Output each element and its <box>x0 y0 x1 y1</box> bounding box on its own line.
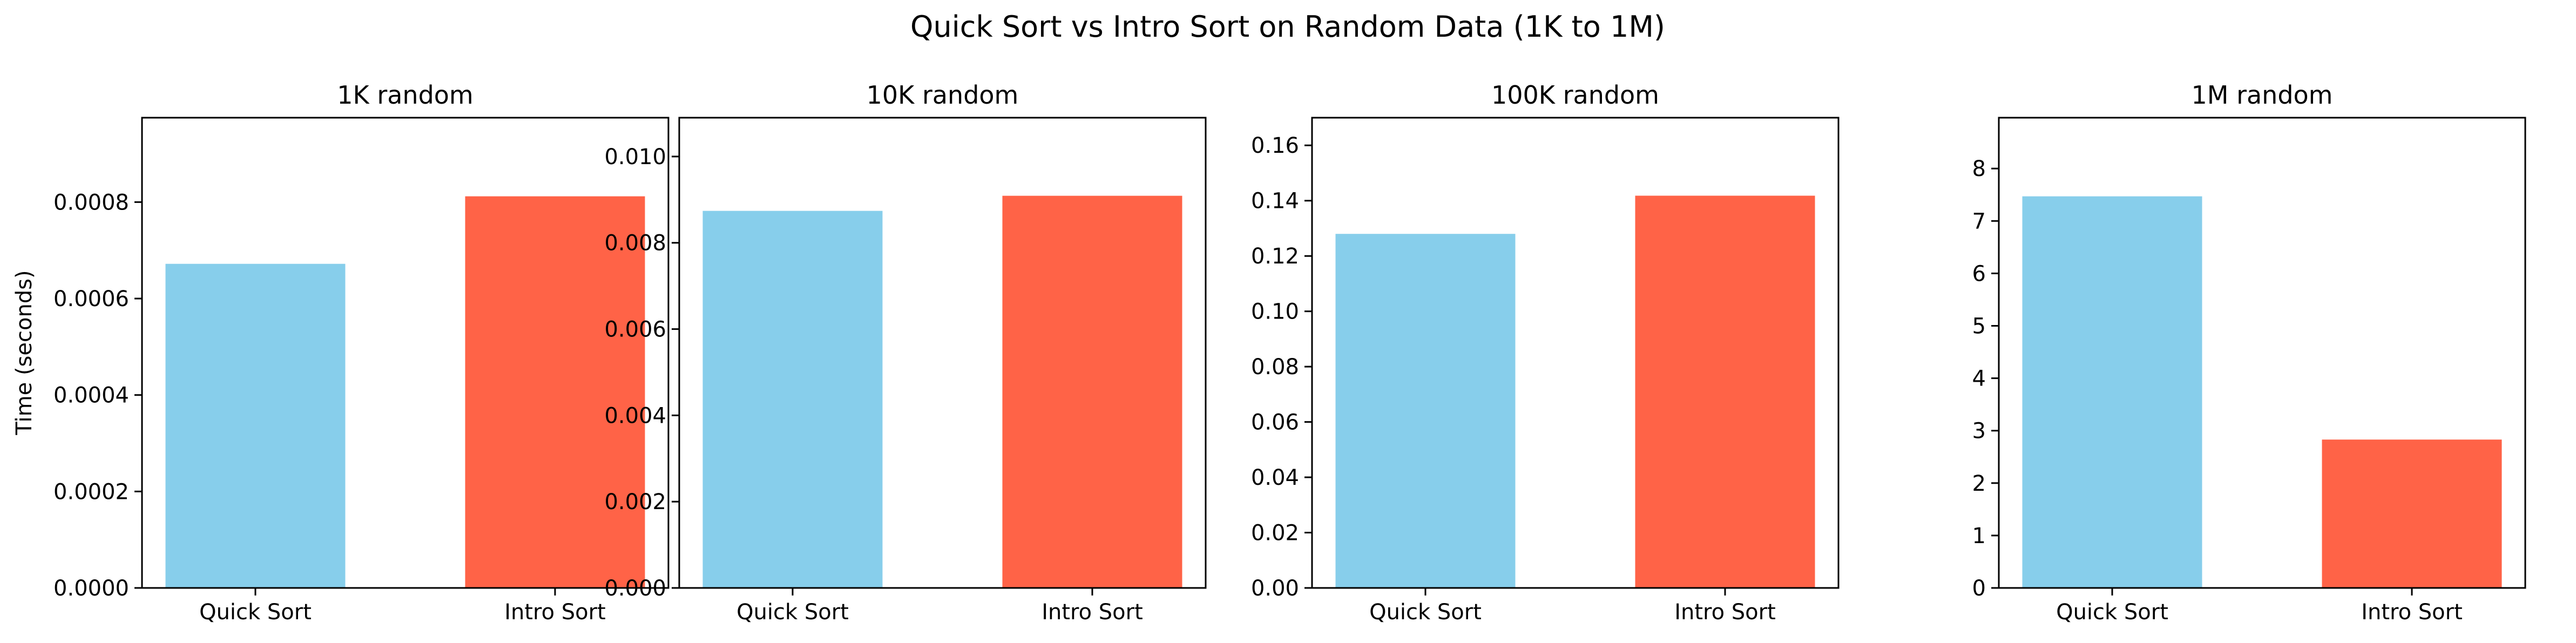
x-tick-label: Quick Sort <box>2056 600 2168 625</box>
y-tick-label: 7 <box>1972 209 1986 234</box>
x-tick-label: Intro Sort <box>504 600 606 625</box>
y-tick-label: 0.14 <box>1251 189 1299 214</box>
chart-panels: 1K random0.00000.00020.00040.00060.0008Q… <box>53 80 2526 625</box>
y-tick-label: 0.02 <box>1251 521 1299 546</box>
bar-intro-sort <box>465 196 645 588</box>
x-tick-label: Intro Sort <box>1674 600 1776 625</box>
y-tick-label: 0.08 <box>1251 355 1299 380</box>
bar-quick-sort <box>165 263 346 588</box>
panel-title: 1M random <box>2192 80 2333 110</box>
y-tick-label: 0.0008 <box>53 190 129 215</box>
y-tick-label: 0.004 <box>604 403 666 428</box>
y-tick-label: 6 <box>1972 261 1986 286</box>
bar-intro-sort <box>1635 195 1815 588</box>
chart-panel-4: 1M random 0 1 2 3 4 5 6 7 8 Quick Sort Intro Sort <box>1972 80 2526 625</box>
y-tick-label: 8 <box>1972 157 1986 181</box>
figure-title: Quick Sort vs Intro Sort on Random Data … <box>910 10 1665 44</box>
bar-quick-sort <box>1335 234 1516 588</box>
chart-panel-3: 100K random 0.00 0.02 0.04 0.06 0.08 0.10 0.12 0… <box>1251 80 1840 625</box>
y-tick-label: 0.12 <box>1251 244 1299 269</box>
y-tick-label: 1 <box>1972 524 1986 549</box>
panel-title: 10K random <box>867 80 1019 110</box>
bar-intro-sort <box>2322 439 2502 588</box>
y-tick-label: 0.0004 <box>53 383 129 408</box>
axes-frame <box>1998 117 2526 589</box>
y-tick-label: 2 <box>1972 471 1986 496</box>
y-tick-label: 0.006 <box>604 317 666 342</box>
axes-frame <box>141 117 670 589</box>
bar-quick-sort <box>2022 196 2202 588</box>
chart-panel-2: 10K random 0.000 0.002 0.004 0.006 0.008 0.010… <box>604 80 1207 625</box>
y-tick-label: 4 <box>1972 367 1986 391</box>
x-tick-label: Intro Sort <box>1042 600 1143 625</box>
x-tick-label: Intro Sort <box>2361 600 2463 625</box>
y-tick-label: 0.0006 <box>53 287 129 312</box>
x-tick-label: Quick Sort <box>736 600 849 625</box>
y-axis-label: Time (seconds) <box>12 270 37 435</box>
panel-title: 1K random <box>337 80 473 110</box>
y-tick-label: 0.0002 <box>53 479 129 504</box>
y-tick-label: 0.00 <box>1251 576 1299 601</box>
y-tick-label: 0.06 <box>1251 410 1299 435</box>
y-tick-label: 0.000 <box>604 576 666 601</box>
y-tick-label: 0.002 <box>604 490 666 515</box>
y-tick-label: 5 <box>1972 314 1986 339</box>
y-tick-label: 0.16 <box>1251 133 1299 158</box>
y-tick-label: 3 <box>1972 419 1986 444</box>
bar-quick-sort <box>702 211 883 588</box>
y-tick-label: 0 <box>1972 576 1986 601</box>
axes-frame <box>1311 117 1840 589</box>
y-tick-label: 0.008 <box>604 231 666 256</box>
x-tick-label: Quick Sort <box>1369 600 1482 625</box>
y-tick-label: 0.10 <box>1251 300 1299 324</box>
y-tick-label: 0.04 <box>1251 465 1299 490</box>
chart-panel-1: 1K random 0.0000 0.0002 0.0004 0.0006 0.0008 Q… <box>53 80 670 625</box>
y-tick-label: 0.0000 <box>53 576 129 601</box>
x-tick-label: Quick Sort <box>199 600 312 625</box>
y-tick-label: 0.010 <box>604 145 666 170</box>
bar-intro-sort <box>1002 195 1182 588</box>
axes-frame <box>678 117 1207 589</box>
panel-title: 100K random <box>1491 80 1659 110</box>
